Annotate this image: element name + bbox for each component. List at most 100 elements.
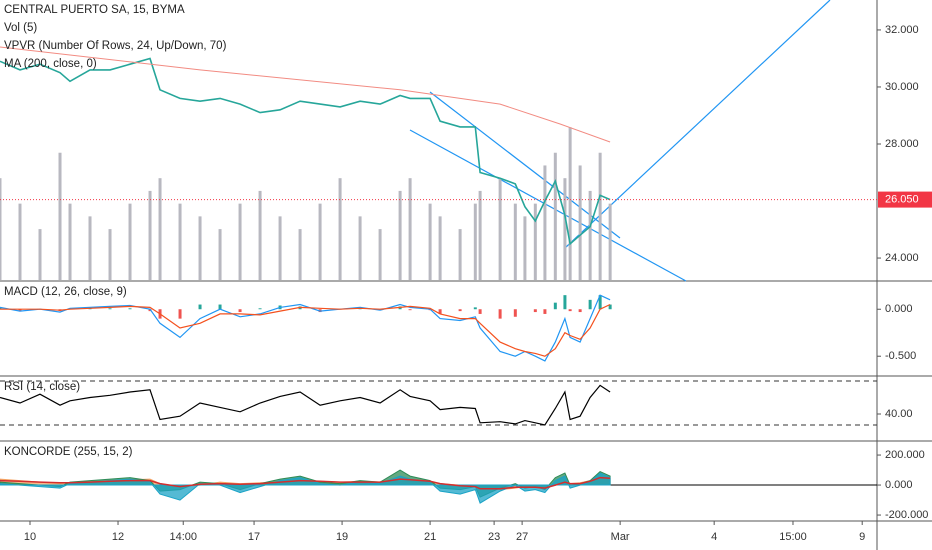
histogram-bar <box>478 309 482 314</box>
histogram-bar <box>588 299 592 310</box>
histogram-bar <box>178 309 182 319</box>
histogram-bar <box>553 302 557 310</box>
x-tick-label: 9 <box>859 531 865 543</box>
volume-bar <box>543 165 547 280</box>
histogram-bar <box>0 307 2 310</box>
y-tick-label: -0.500 <box>885 350 916 362</box>
volume-bar <box>608 203 612 280</box>
x-tick-label: 27 <box>516 531 528 543</box>
volume-bar <box>38 229 42 280</box>
y-tick-label: 200.000 <box>885 449 925 461</box>
volume-bar <box>458 229 462 280</box>
volume-bar <box>598 152 602 280</box>
y-tick-label: -200.000 <box>885 509 928 521</box>
volume-bar <box>513 203 517 280</box>
volume-bar <box>0 178 2 280</box>
trend-line <box>429 91 621 239</box>
volume-bar <box>553 152 557 280</box>
x-tick-label: 4 <box>711 531 717 543</box>
y-tick-label: 40.00 <box>885 408 913 420</box>
volume-bar <box>58 152 62 280</box>
x-tick-label: 10 <box>24 531 36 543</box>
histogram-bar <box>438 309 442 314</box>
volume-bar <box>128 203 132 280</box>
x-tick-label: 21 <box>424 531 436 543</box>
x-tick-label: 19 <box>336 531 348 543</box>
histogram-bar <box>108 308 112 310</box>
histogram-bar <box>473 307 477 310</box>
volume-bar <box>88 216 92 280</box>
volume-bar <box>408 178 412 280</box>
volume-bar <box>338 178 342 280</box>
indicator-label: VPVR (Number Of Rows, 24, Up/Down, 70) <box>4 40 227 52</box>
histogram-bar <box>513 309 517 317</box>
volume-bar <box>438 216 442 280</box>
histogram-bar <box>238 309 242 313</box>
line <box>0 384 611 426</box>
volume-bar <box>378 229 382 280</box>
volume-bar <box>298 229 302 280</box>
last-price-box <box>878 191 932 208</box>
histogram-bar <box>18 309 22 312</box>
volume-bar <box>178 203 182 280</box>
volume-bar <box>18 203 22 280</box>
volume-bar <box>108 229 112 280</box>
histogram-bar <box>198 304 202 310</box>
trend-line <box>409 129 687 282</box>
volume-bar <box>238 203 242 280</box>
volume-bar <box>533 203 537 280</box>
y-tick-label: 32.000 <box>885 24 919 36</box>
histogram-bar <box>128 308 132 310</box>
x-tick-label: Mar <box>611 531 630 543</box>
volume-bar <box>498 178 502 280</box>
volume-bar <box>473 203 477 280</box>
histogram-bar <box>578 309 582 313</box>
volume-bar <box>198 216 202 280</box>
volume-bar <box>358 216 362 280</box>
y-tick-label: 0.000 <box>885 479 913 491</box>
histogram-bar <box>218 304 222 310</box>
volume-bar <box>318 203 322 280</box>
volume-bar <box>278 216 282 280</box>
x-tick-label: 15:00 <box>779 531 807 543</box>
histogram-bar <box>498 309 502 319</box>
histogram-bar <box>568 309 572 312</box>
histogram-bar <box>258 308 262 310</box>
histogram-bar <box>458 309 462 312</box>
volume-bar <box>398 190 402 280</box>
volume-bar <box>258 190 262 280</box>
line <box>0 57 611 246</box>
line <box>0 476 611 490</box>
x-tick-label: 17 <box>248 531 260 543</box>
pane-title: CENTRAL PUERTO SA, 15, BYMA <box>4 4 185 16</box>
indicator-label: Vol (5) <box>4 22 37 34</box>
histogram-bar <box>598 295 602 310</box>
volume-bar <box>563 178 567 280</box>
histogram-bar <box>563 295 567 310</box>
pane-title: RSI (14, close) <box>4 381 80 393</box>
volume-bar <box>478 190 482 280</box>
y-tick-label: 28.000 <box>885 138 919 150</box>
last-price-label: 26.050 <box>885 193 919 205</box>
volume-bar <box>568 127 572 280</box>
histogram-bar <box>533 309 537 313</box>
volume-bar <box>218 229 222 280</box>
volume-bar <box>578 165 582 280</box>
volume-bar <box>588 190 592 280</box>
volume-bar <box>158 178 162 280</box>
moving-average <box>0 46 611 143</box>
y-tick-label: 24.000 <box>885 252 919 264</box>
line <box>0 303 611 357</box>
volume-bar <box>428 203 432 280</box>
x-tick-label: 23 <box>488 531 500 543</box>
histogram-bar <box>608 304 612 310</box>
histogram-bar <box>408 309 412 311</box>
x-tick-label: 14:00 <box>169 531 197 543</box>
volume-bar <box>148 190 152 280</box>
histogram-bar <box>543 309 547 314</box>
y-tick-label: 30.000 <box>885 81 919 93</box>
pane-title: KONCORDE (255, 15, 2) <box>4 446 133 458</box>
y-tick-label: 0.000 <box>885 303 913 315</box>
